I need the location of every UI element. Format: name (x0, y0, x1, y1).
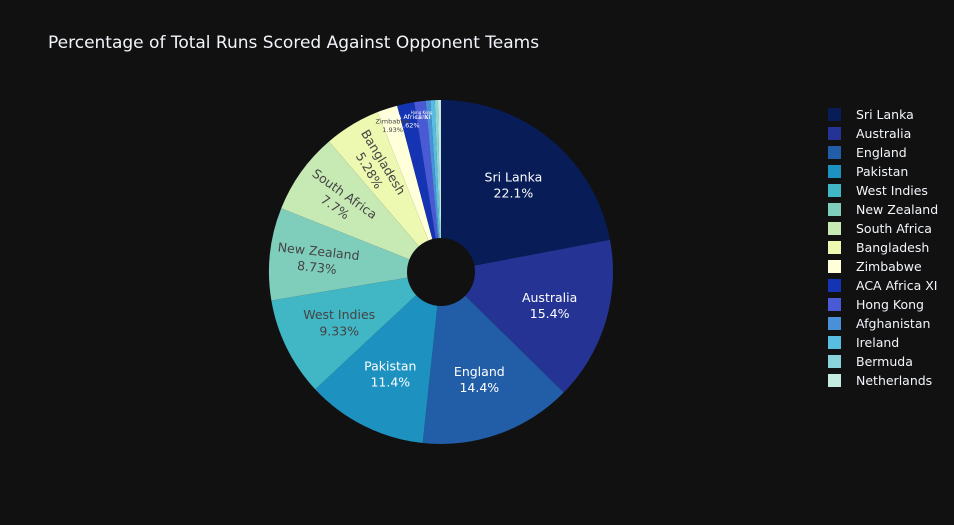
legend-item-aca-africa-xi[interactable]: ACA Africa XI (828, 276, 938, 295)
legend-label: New Zealand (856, 202, 939, 217)
legend-label: Netherlands (856, 373, 933, 388)
slice-england[interactable] (422, 272, 564, 444)
legend-item-england[interactable]: England (828, 143, 938, 162)
legend-swatch (828, 317, 841, 330)
slice-label-name: West Indies (303, 307, 375, 322)
chart-title: Percentage of Total Runs Scored Against … (48, 33, 540, 53)
slice-label-percent: 15.4% (530, 306, 570, 321)
legend-swatch (828, 260, 841, 273)
legend-label: ACA Africa XI (856, 278, 938, 293)
slice-label-name: Sri Lanka (485, 169, 543, 184)
legend-item-south-africa[interactable]: South Africa (828, 219, 938, 238)
legend: Sri Lanka Australia England Pakistan West In… (828, 105, 938, 390)
legend-swatch (828, 203, 841, 216)
legend-label: Afghanistan (856, 316, 931, 331)
slice-label-percent: 1.07% (415, 115, 428, 120)
legend-item-west-indies[interactable]: West Indies (828, 181, 938, 200)
legend-swatch (828, 241, 841, 254)
slice-ireland[interactable] (430, 100, 441, 272)
legend-swatch (828, 165, 841, 178)
legend-swatch (828, 298, 841, 311)
legend-label: Australia (856, 126, 912, 141)
legend-swatch (828, 127, 841, 140)
legend-item-ireland[interactable]: Ireland (828, 333, 938, 352)
legend-item-australia[interactable]: Australia (828, 124, 938, 143)
slice-south-africa[interactable] (281, 141, 441, 272)
legend-label: South Africa (856, 221, 932, 236)
slice-hong-kong[interactable] (414, 100, 441, 272)
slice-label-percent: 22.1% (494, 186, 534, 201)
slice-label-name: Pakistan (364, 358, 416, 373)
legend-item-sri-lanka[interactable]: Sri Lanka (828, 105, 938, 124)
legend-item-afghanistan[interactable]: Afghanistan (828, 314, 938, 333)
slice-label-percent: 11.4% (370, 375, 410, 390)
legend-item-pakistan[interactable]: Pakistan (828, 162, 938, 181)
slice-label-pakistan: Pakistan 11.4% (364, 358, 416, 389)
legend-swatch (828, 279, 841, 292)
slice-label-name: Zimbabwe (376, 117, 410, 125)
slice-label-name: ACA Africa XI (388, 113, 430, 121)
slice-zimbabwe[interactable] (377, 105, 441, 272)
legend-label: Ireland (856, 335, 900, 350)
legend-swatch (828, 222, 841, 235)
slice-aca-africa-xi[interactable] (397, 102, 441, 272)
legend-item-bangladesh[interactable]: Bangladesh (828, 238, 938, 257)
slice-label-name: Hong Kong (411, 110, 433, 115)
donut-hole (407, 238, 475, 306)
slice-bangladesh[interactable] (329, 112, 441, 273)
legend-swatch (828, 108, 841, 121)
slice-sri-lanka[interactable] (441, 100, 610, 272)
legend-swatch (828, 146, 841, 159)
slice-bermuda[interactable] (434, 100, 441, 272)
legend-label: Sri Lanka (856, 107, 914, 122)
slice-afghanistan[interactable] (425, 100, 441, 272)
legend-swatch (828, 374, 841, 387)
slice-label-name: Australia (522, 290, 577, 305)
legend-item-hong-kong[interactable]: Hong Kong (828, 295, 938, 314)
legend-label: Bangladesh (856, 240, 930, 255)
legend-label: Pakistan (856, 164, 909, 179)
slice-pakistan[interactable] (315, 272, 441, 444)
legend-label: England (856, 145, 907, 160)
legend-label: Bermuda (856, 354, 913, 369)
legend-item-netherlands[interactable]: Netherlands (828, 371, 938, 390)
legend-label: Hong Kong (856, 297, 924, 312)
slice-label-aca-africa-xi: ACA Africa XI1.62% (388, 113, 430, 129)
slice-label-sri-lanka: Sri Lanka 22.1% (485, 169, 543, 200)
legend-swatch (828, 336, 841, 349)
legend-label: West Indies (856, 183, 928, 198)
legend-swatch (828, 184, 841, 197)
slice-netherlands[interactable] (437, 100, 441, 272)
slice-label-percent: 8.73% (296, 258, 337, 277)
legend-item-bermuda[interactable]: Bermuda (828, 352, 938, 371)
slice-west-indies[interactable] (271, 272, 441, 390)
slice-label-percent: 1.62% (399, 121, 420, 129)
slice-new-zealand[interactable] (268, 208, 441, 301)
slice-label-percent: 9.33% (319, 323, 359, 338)
legend-swatch (828, 355, 841, 368)
legend-label: Zimbabwe (856, 259, 922, 274)
legend-item-new-zealand[interactable]: New Zealand (828, 200, 938, 219)
slice-australia[interactable] (441, 239, 613, 393)
slice-label-percent: 14.4% (459, 380, 499, 395)
slice-label-percent: 1.93% (382, 126, 403, 134)
legend-item-zimbabwe[interactable]: Zimbabwe (828, 257, 938, 276)
slice-label-name: England (454, 364, 505, 379)
